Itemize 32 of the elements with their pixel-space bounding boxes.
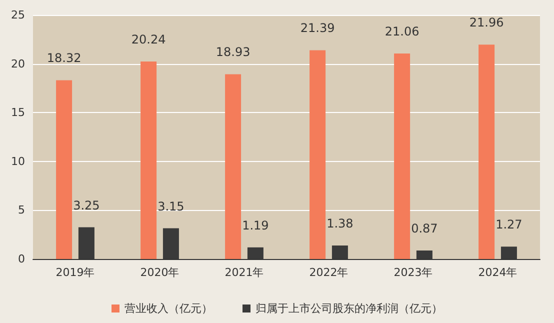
bar <box>478 44 495 259</box>
legend-label: 归属于上市公司股东的净利润（亿元） <box>256 302 442 315</box>
y-tick-label: 20 <box>11 57 25 70</box>
y-tick-label: 0 <box>18 252 25 266</box>
data-label: 20.24 <box>131 32 166 46</box>
y-tick-label: 15 <box>11 106 25 120</box>
x-tick-label: 2024年 <box>478 266 518 279</box>
bar <box>310 50 326 259</box>
x-tick-label: 2023年 <box>394 266 433 279</box>
legend-label: 营业收入（亿元） <box>124 302 212 315</box>
data-label: 3.15 <box>158 199 184 214</box>
x-tick-label: 2021年 <box>224 266 264 279</box>
bar <box>56 80 72 259</box>
y-tick-label: 25 <box>11 8 25 22</box>
data-label: 1.38 <box>326 216 354 231</box>
x-tick-label: 2020年 <box>140 266 180 279</box>
bar <box>225 74 242 259</box>
data-label: 0.87 <box>411 222 438 236</box>
data-label: 21.06 <box>384 24 420 38</box>
x-tick-label: 2019年 <box>56 266 95 279</box>
data-label: 21.39 <box>300 21 335 36</box>
data-label: 21.96 <box>469 16 504 30</box>
y-tick-label: 5 <box>18 204 25 217</box>
x-tick-label: 2022年 <box>309 266 348 279</box>
data-label: 18.32 <box>46 51 82 66</box>
data-label: 1.27 <box>496 218 522 232</box>
bar <box>394 53 410 259</box>
data-label: 18.93 <box>216 45 250 60</box>
data-label: 1.19 <box>242 218 269 232</box>
data-label: 3.25 <box>73 198 100 212</box>
bar <box>140 61 157 259</box>
y-tick-label: 10 <box>11 154 25 168</box>
